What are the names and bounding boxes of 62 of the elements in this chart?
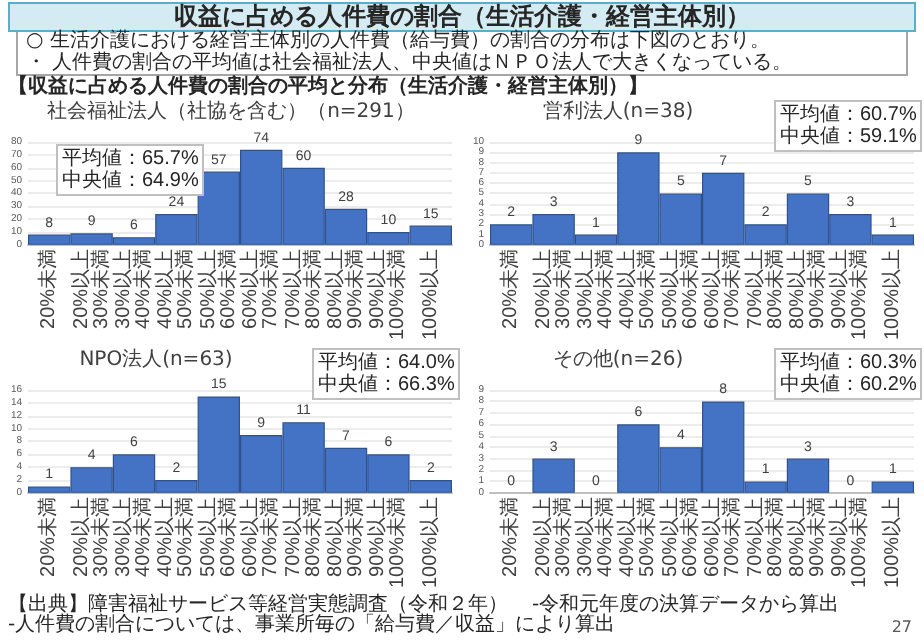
x-tick-label: 90%以上 100%未満 (365, 496, 410, 588)
text: 平均値：60.3% (780, 352, 917, 374)
x-tick-label: 30%以上 40%未満 (111, 248, 155, 329)
annotation: 平均値：65.7% (62, 148, 199, 170)
x-tick-label: 100%以上 (417, 248, 442, 340)
annotation: 中央値：66.3% (318, 374, 455, 396)
x-tick-label: 30%以上 40%未満 (573, 496, 617, 577)
text: 平均値：64.0% (318, 352, 455, 374)
x-tick-label: 100%以上 (879, 496, 904, 588)
x-tick-label: 70%以上 80%未満 (742, 496, 787, 577)
x-tick-label: 20%以上 30%未満 (68, 496, 113, 577)
x-tick-label: 70%以上 80%未満 (742, 248, 787, 329)
x-tick-label: 80%以上 90%未満 (785, 496, 829, 577)
x-tick-label: 90%以上 100%未満 (827, 248, 872, 340)
x-tick-label: 30%以上 40%未満 (111, 496, 155, 577)
x-tick-label: 90%以上 100%未満 (827, 496, 872, 588)
x-tick-label: 70%以上 80%未満 (280, 248, 325, 329)
annotation: 中央値：59.1% (780, 126, 917, 148)
annotation: 中央値：64.9% (62, 170, 199, 192)
x-tick-label: 60%以上 70%未満 (238, 496, 283, 577)
x-tick-label: 50%以上 60%未満 (657, 248, 702, 329)
chart-title: NPO法人(n=63) (79, 347, 233, 371)
chart-title: その他(n=26) (552, 347, 684, 371)
chart-title: 社会福祉法人（社協を含む）（n=291） (47, 99, 415, 123)
text: ○ 生活介護における経営主体別の人件費（給与費）の割合の分布は下図のとおり。 (26, 30, 772, 52)
x-tick-label: 20%以上 30%未満 (68, 248, 113, 329)
x-tick-label: 80%以上 90%未満 (323, 248, 367, 329)
text: 平均値：60.7% (780, 104, 917, 126)
text: 収益に占める人件費の割合（生活介護・経営主体別） (8, 2, 916, 32)
text: 27 (891, 618, 912, 636)
x-tick-label: 50%以上 60%未満 (195, 248, 240, 329)
x-tick-label: 60%以上 70%未満 (700, 496, 745, 577)
x-tick-label: 20%未満 (498, 496, 523, 577)
text: 【出典】障害福祉サービス等経営実態調査（令和２年） (8, 594, 508, 616)
annotation: 中央値：60.2% (780, 374, 917, 396)
x-tick-label: 30%以上 40%未満 (573, 248, 617, 329)
bar (871, 481, 914, 493)
text: -令和元年度の決算データから算出 (532, 594, 840, 616)
x-tick-label: 90%以上 100%未満 (365, 248, 410, 340)
bar (532, 458, 575, 493)
x-tick-label: 100%以上 (417, 496, 442, 588)
x-tick-label: 70%以上 80%未満 (280, 496, 325, 577)
x-tick-label: 20%未満 (498, 248, 523, 329)
x-tick-label: 40%以上 50%未満 (615, 496, 660, 577)
text: 【収益に占める人件費の割合の平均と分布（生活介護・経営主体別）】 (8, 76, 650, 98)
x-tick-label: 20%未満 (36, 248, 61, 329)
x-tick-label: 40%以上 50%未満 (153, 496, 198, 577)
x-tick-label: 20%以上 30%未満 (530, 248, 575, 329)
x-tick-label: 50%以上 60%未満 (657, 496, 702, 577)
x-tick-label: 80%以上 90%未満 (785, 248, 829, 329)
x-tick-label: 40%以上 50%未満 (615, 248, 660, 329)
x-tick-label: 60%以上 70%未満 (238, 248, 283, 329)
x-tick-label: 50%以上 60%未満 (195, 496, 240, 577)
x-tick-label: 60%以上 70%未満 (700, 248, 745, 329)
x-tick-label: 80%以上 90%未満 (323, 496, 367, 577)
chart-title: 営利法人(n=38) (542, 99, 694, 123)
x-tick-label: 100%以上 (879, 248, 904, 340)
x-tick-label: 40%以上 50%未満 (153, 248, 198, 329)
text: -人件費の割合については、事業所毎の「給与費／収益」により算出 (8, 614, 616, 636)
x-tick-label: 20%以上 30%未満 (530, 496, 575, 577)
text: ・ 人件費の割合の平均値は社会福祉法人、中央値はＮＰＯ法人で大きくなっている。 (26, 51, 795, 74)
x-tick-label: 20%未満 (36, 496, 61, 577)
